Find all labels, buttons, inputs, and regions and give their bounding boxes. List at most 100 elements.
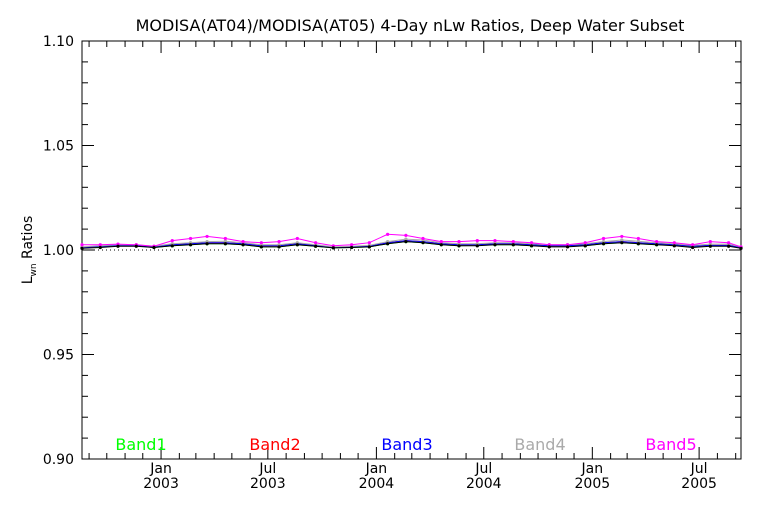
data-point — [655, 243, 659, 247]
x-tick-label-month: Jan — [581, 461, 604, 477]
data-point — [583, 241, 587, 245]
data-point — [386, 232, 390, 236]
x-tick-label-year: 2004 — [359, 476, 395, 492]
legend: Band1 Band2 Band3 Band4 Band5 — [115, 435, 696, 454]
data-point — [511, 243, 515, 247]
data-point — [439, 240, 443, 244]
data-point — [529, 244, 534, 248]
data-point — [404, 237, 408, 241]
legend-item-band2: Band2 — [249, 435, 300, 454]
data-point — [404, 240, 408, 244]
data-point — [80, 243, 84, 247]
data-point — [511, 240, 515, 244]
data-point — [620, 234, 624, 239]
data-point — [314, 244, 318, 248]
data-point — [691, 245, 695, 250]
x-axis: Jan2003Jul2003Jan2004Jul2004Jan2005Jul20… — [88, 41, 737, 492]
data-point — [601, 236, 606, 241]
x-tick-label-year: 2003 — [250, 476, 286, 492]
data-point — [565, 245, 570, 249]
data-point — [636, 242, 640, 246]
legend-item-band1: Band1 — [115, 435, 166, 454]
data-point — [152, 245, 156, 250]
x-tick-label-month: Jul — [258, 461, 276, 477]
data-point — [367, 245, 371, 249]
data-point — [601, 242, 606, 246]
data-point — [188, 236, 193, 241]
data-point — [739, 246, 743, 250]
y-tick-label: 1.05 — [43, 139, 74, 155]
data-point — [636, 239, 640, 243]
y-tick-label: 1.00 — [43, 243, 74, 259]
data-point — [583, 244, 587, 248]
data-point — [439, 243, 443, 247]
data-point — [241, 240, 245, 244]
x-tick-label-month: Jan — [149, 461, 172, 477]
data-point — [493, 238, 497, 243]
data-point — [314, 241, 318, 245]
data-point — [170, 238, 174, 243]
data-point — [672, 241, 676, 245]
x-tick-label-month: Jan — [365, 461, 388, 477]
series-group — [80, 232, 743, 250]
y-axis-label: Lwn Ratios — [20, 216, 39, 285]
data-point — [188, 243, 193, 247]
data-point — [295, 236, 299, 241]
data-point — [547, 245, 551, 249]
data-point — [331, 246, 335, 250]
data-point — [205, 242, 209, 246]
chart-title: MODISA(AT04)/MODISA(AT05) 4-Day nLw Rati… — [136, 16, 685, 35]
data-point — [98, 243, 102, 247]
data-point — [404, 233, 408, 237]
series-line-Band4 — [81, 238, 742, 248]
y-axis: 0.90 0.95 1.00 1.05 1.10 — [43, 34, 741, 468]
legend-item-band3: Band3 — [381, 435, 432, 454]
data-point — [457, 240, 461, 244]
legend-item-band4: Band4 — [514, 435, 565, 454]
data-point — [708, 244, 712, 248]
y-tick-label: 0.95 — [43, 348, 74, 364]
data-point — [259, 241, 263, 245]
data-point — [672, 244, 676, 248]
y-tick-label: 1.10 — [43, 34, 74, 50]
x-tick-label-year: 2003 — [143, 476, 179, 492]
legend-item-band5: Band5 — [645, 435, 696, 454]
data-point — [620, 238, 624, 242]
data-point — [727, 241, 731, 245]
data-point — [223, 239, 227, 243]
data-point — [708, 240, 712, 244]
data-point — [493, 243, 497, 247]
data-point — [223, 236, 227, 241]
y-tick-label: 0.90 — [43, 452, 74, 468]
data-point — [421, 236, 425, 241]
data-point — [241, 243, 245, 247]
series-line-series6 — [81, 241, 742, 249]
data-point — [295, 243, 299, 247]
data-point — [475, 238, 479, 243]
data-point — [350, 245, 354, 250]
data-point — [636, 236, 640, 241]
data-point — [134, 244, 138, 248]
series-line-Band5 — [82, 233, 742, 248]
x-tick-label-year: 2004 — [466, 476, 502, 492]
data-point — [80, 246, 84, 250]
data-point — [98, 245, 102, 250]
data-point — [367, 241, 371, 245]
data-point — [727, 244, 731, 248]
x-tick-label-year: 2005 — [681, 476, 717, 492]
series-line-Band3 — [81, 240, 742, 249]
x-tick-label-year: 2005 — [575, 476, 611, 492]
data-point — [386, 242, 390, 246]
data-point — [223, 242, 227, 246]
x-tick-label-month: Jul — [690, 461, 708, 477]
data-point — [421, 241, 425, 245]
data-point — [277, 245, 281, 249]
data-point — [691, 243, 695, 247]
data-point — [350, 243, 354, 247]
data-point — [277, 240, 281, 244]
data-point — [475, 244, 479, 248]
data-point — [116, 244, 120, 248]
data-point — [655, 240, 659, 244]
data-point — [205, 234, 209, 239]
